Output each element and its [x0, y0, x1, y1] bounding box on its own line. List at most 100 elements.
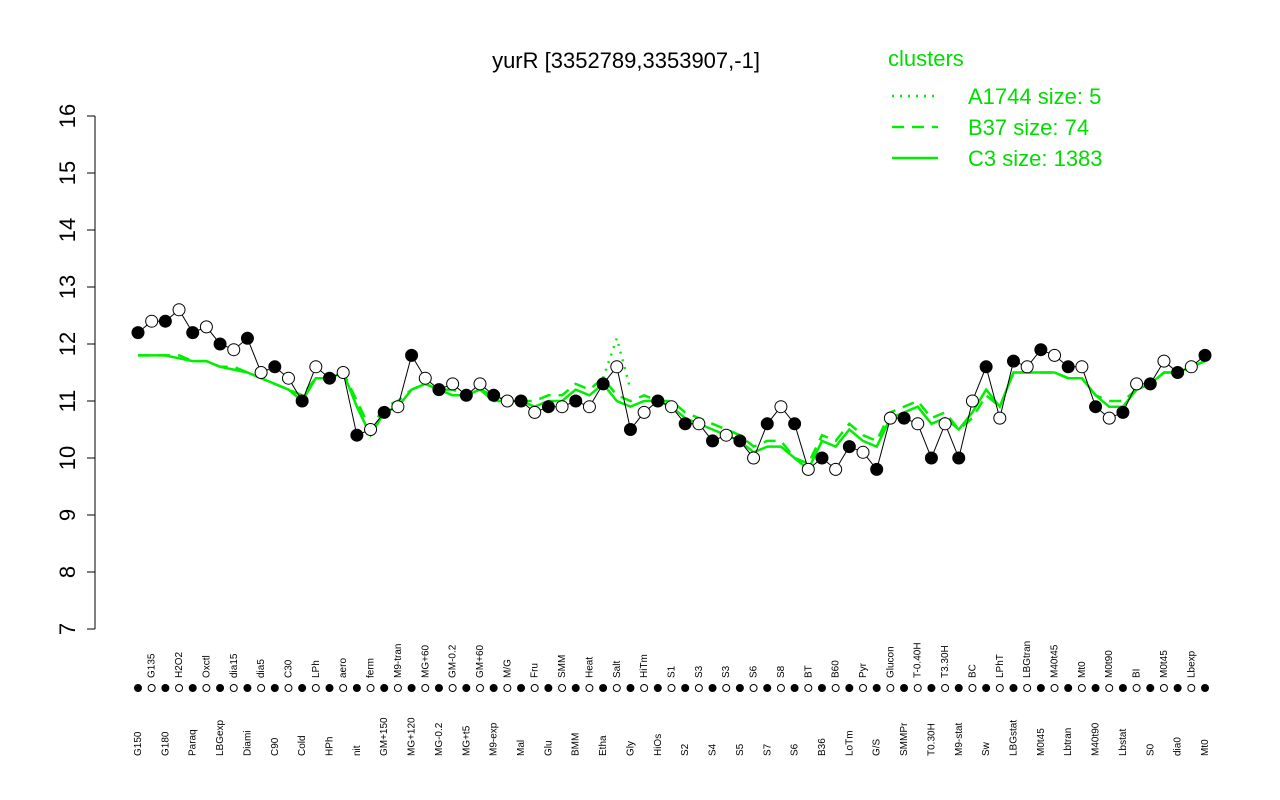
- data-point: [651, 394, 665, 408]
- rug-point: [489, 684, 498, 692]
- data-point: [459, 388, 473, 402]
- x-tick-label: Lbexp: [1186, 650, 1197, 678]
- data-point: [323, 371, 337, 385]
- rug-point: [380, 684, 389, 692]
- rug-point: [804, 684, 813, 692]
- data-point: [788, 417, 802, 431]
- profile-line: [137, 309, 1206, 471]
- x-tick-label: dia0: [1173, 737, 1184, 756]
- x-tick-label: S3: [694, 665, 705, 678]
- rug-point: [175, 684, 184, 692]
- data-point: [665, 400, 678, 414]
- x-tick-label: G/S: [872, 738, 883, 756]
- x-tick-label: S6: [749, 665, 760, 678]
- data-point: [350, 428, 364, 442]
- x-tick-label: Mal: [516, 740, 527, 756]
- x-tick-label: Fru: [530, 663, 541, 678]
- data-point: [842, 440, 856, 454]
- rug-point: [722, 684, 731, 692]
- data-point: [500, 394, 514, 408]
- x-tick-label: S6: [790, 743, 801, 756]
- x-tick-label: HiOs: [653, 734, 664, 756]
- x-tick-label: B36: [817, 738, 828, 756]
- data-point: [856, 445, 870, 459]
- rug-point: [790, 684, 799, 692]
- rug-point: [1036, 684, 1045, 692]
- rug-point: [913, 684, 922, 692]
- x-tick-label: M40t90: [1091, 722, 1102, 756]
- rug-point: [311, 684, 320, 692]
- data-point: [473, 377, 487, 391]
- x-tick-label: B60: [831, 660, 842, 678]
- rug-point: [188, 684, 197, 692]
- x-tick-label: Etha: [598, 735, 609, 756]
- rug-point: [681, 684, 690, 692]
- x-tick-label: BI: [1132, 669, 1143, 678]
- data-point: [227, 343, 241, 357]
- x-tick-label: T3.30H: [940, 645, 951, 678]
- rug-point: [749, 684, 758, 692]
- rug-point: [776, 684, 785, 692]
- data-point: [678, 417, 692, 431]
- data-point: [199, 320, 213, 334]
- data-point: [733, 434, 747, 448]
- data-point: [514, 394, 528, 408]
- data-point: [418, 371, 432, 385]
- data-point: [1143, 377, 1157, 391]
- rug-point: [667, 684, 676, 692]
- data-point: [897, 411, 911, 425]
- data-point: [1157, 354, 1171, 368]
- x-tick-label: LoTm: [844, 730, 855, 756]
- x-tick-label: aero: [338, 658, 349, 678]
- data-point: [569, 394, 583, 408]
- x-tick-label: MG+t5: [461, 725, 472, 756]
- x-tick-label: H2O2: [174, 651, 185, 678]
- rug-point: [202, 684, 211, 692]
- rug-point: [1159, 684, 1168, 692]
- rug-point: [544, 684, 553, 692]
- data-point: [446, 377, 460, 391]
- legend-label: B37 size: 74: [968, 115, 1089, 140]
- data-point: [1089, 400, 1103, 414]
- x-tick-label: G135: [147, 653, 158, 678]
- rug-point: [407, 684, 416, 692]
- data-point: [911, 417, 925, 431]
- rug-point: [1201, 684, 1209, 692]
- x-tick-label: M0t45: [1036, 728, 1047, 756]
- x-tick-label: Heat: [584, 657, 595, 678]
- y-tick-label: 13: [55, 275, 80, 299]
- rug-point: [517, 684, 526, 692]
- x-tick-label: ferm: [366, 658, 377, 678]
- rug-point: [298, 684, 307, 692]
- rug-point: [243, 684, 252, 692]
- x-tick-label: dia15: [229, 653, 240, 678]
- data-point: [596, 377, 610, 391]
- x-tick-label: M9-tran: [393, 644, 404, 678]
- data-point: [870, 462, 884, 476]
- x-tick-label: M40t45: [1050, 644, 1061, 678]
- rug-point: [393, 684, 402, 692]
- rug-point: [1187, 684, 1196, 692]
- rug-point: [352, 684, 361, 692]
- x-tick-label: C90: [270, 737, 281, 756]
- y-tick-label: 15: [55, 161, 80, 185]
- data-point: [268, 360, 282, 374]
- rug-point: [872, 684, 881, 692]
- x-tick-label: GM+150: [379, 717, 390, 756]
- data-point: [1034, 343, 1048, 357]
- rug-point: [585, 684, 594, 692]
- x-tick-label: S3: [721, 665, 732, 678]
- x-tick-label: HiTm: [639, 654, 650, 678]
- data-point: [1116, 405, 1130, 419]
- rug-point: [558, 684, 567, 692]
- rug-point: [462, 684, 471, 692]
- x-tick-label: Diami: [242, 730, 253, 756]
- x-tick-label: T0.30H: [926, 723, 937, 756]
- data-point: [760, 417, 774, 431]
- rug-point: [229, 684, 238, 692]
- x-tick-label: S4: [708, 743, 719, 756]
- rug-point: [900, 684, 909, 692]
- data-point: [979, 360, 993, 374]
- data-point: [432, 383, 446, 397]
- data-point: [1075, 360, 1089, 374]
